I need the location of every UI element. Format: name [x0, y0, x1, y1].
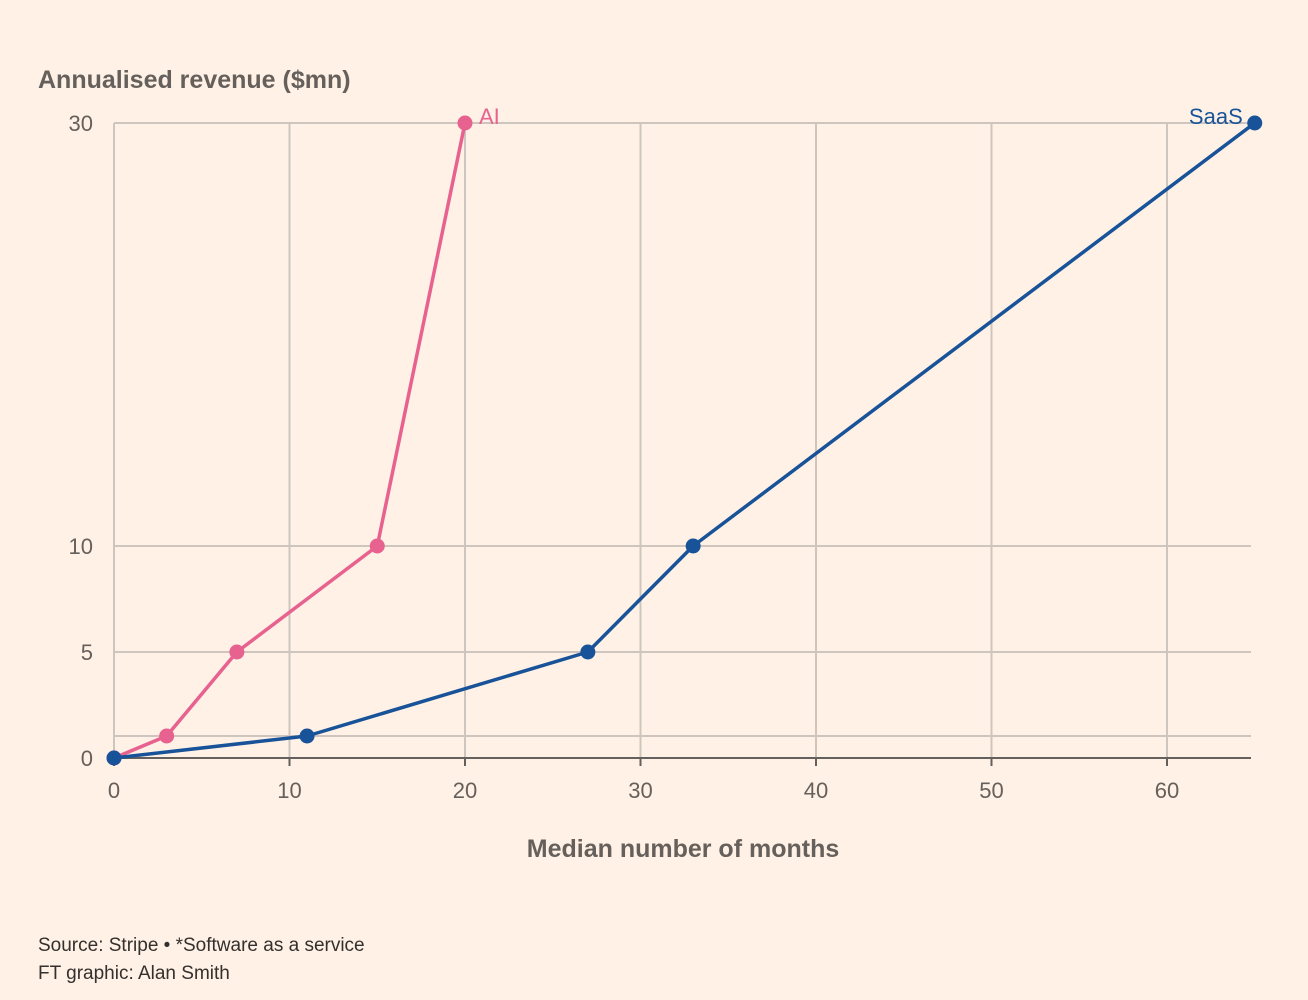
series: [106, 115, 1263, 766]
series-labels: AI SaaS: [479, 104, 1243, 129]
grid: [113, 122, 1251, 758]
series-label-saas: SaaS: [1189, 104, 1243, 129]
y-tick-label: 0: [81, 746, 93, 771]
x-tick-label: 50: [979, 778, 1003, 803]
series-line-saas: [112, 121, 1257, 760]
data-point-saas: [106, 750, 122, 766]
series-label-ai: AI: [479, 104, 500, 129]
data-point-ai: [369, 538, 385, 554]
x-tick-label: 20: [453, 778, 477, 803]
data-point-ai: [229, 644, 245, 660]
data-point-saas: [685, 538, 701, 554]
x-tick-label: 30: [628, 778, 652, 803]
graphic-credit: FT graphic: Alan Smith: [38, 963, 230, 984]
source-note: Source: Stripe • *Software as a service: [38, 935, 365, 956]
data-point-saas: [1247, 115, 1263, 131]
y-tick-label: 30: [69, 111, 93, 136]
axes: 0 10 20 30 40 50 60 0 5 10 30: [69, 111, 1251, 803]
y-tick-label: 10: [69, 534, 93, 559]
x-tick-label: 0: [108, 778, 120, 803]
data-point-ai: [159, 728, 175, 744]
x-tick-label: 10: [277, 778, 301, 803]
x-tick-label: 40: [804, 778, 828, 803]
x-tick-label: 60: [1155, 778, 1179, 803]
x-axis-title: Median number of months: [526, 835, 840, 863]
data-point-ai: [457, 115, 473, 131]
y-tick-label: 5: [81, 640, 93, 665]
footer: Source: Stripe • *Software as a service …: [38, 932, 365, 988]
y-axis-title: Annualised revenue ($mn): [38, 66, 351, 94]
data-point-saas: [299, 728, 315, 744]
data-point-saas: [580, 644, 596, 660]
